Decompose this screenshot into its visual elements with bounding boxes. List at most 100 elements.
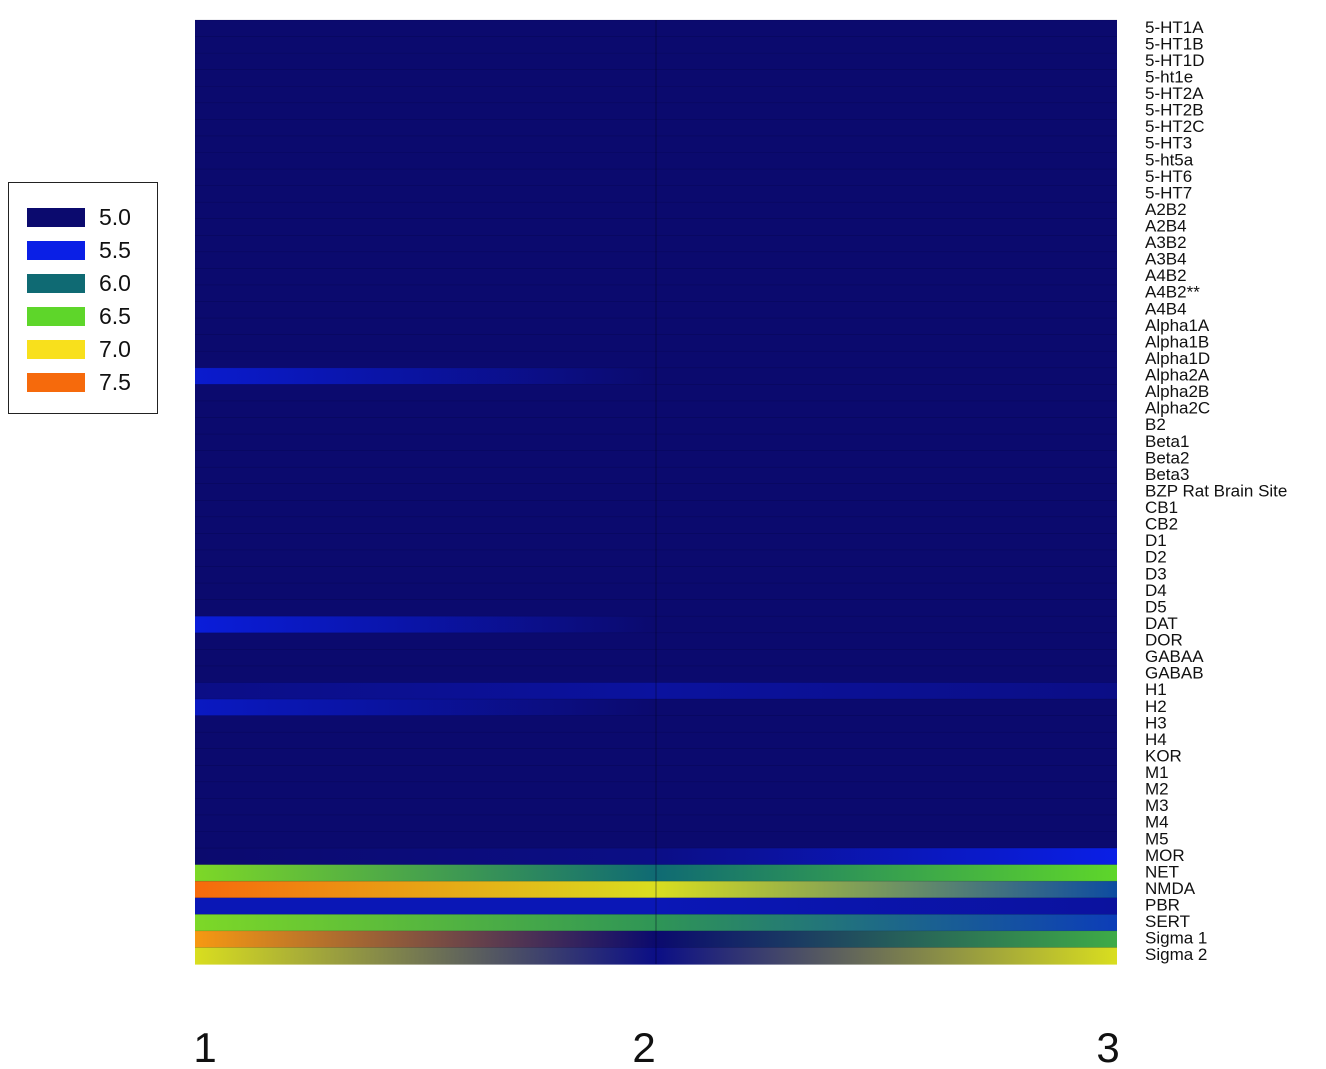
heatmap-row — [195, 434, 1117, 452]
heatmap-row — [195, 119, 1117, 137]
row-label: Alpha1A — [1145, 316, 1210, 335]
row-label: M1 — [1145, 763, 1169, 782]
heatmap-row — [195, 202, 1117, 220]
legend-swatch — [27, 339, 85, 359]
row-label: A4B2 — [1145, 266, 1187, 285]
heatmap-row — [195, 914, 1117, 932]
heatmap-row — [195, 699, 1117, 717]
legend-swatch — [27, 306, 85, 326]
row-label: Alpha1D — [1145, 349, 1210, 368]
row-label: H1 — [1145, 680, 1167, 699]
heatmap-row — [195, 102, 1117, 120]
heatmap-row — [195, 169, 1117, 187]
heatmap-row — [195, 500, 1117, 518]
heatmap-row — [195, 467, 1117, 485]
heatmap-row — [195, 417, 1117, 435]
row-label: H4 — [1145, 730, 1167, 749]
legend-item: 6.5 — [27, 302, 131, 330]
heatmap-row — [195, 251, 1117, 270]
row-label: A2B2 — [1145, 200, 1187, 219]
row-label: A3B2 — [1145, 233, 1187, 252]
row-label: A4B4 — [1145, 299, 1187, 318]
legend-label: 5.0 — [99, 203, 131, 230]
row-label: CB1 — [1145, 498, 1178, 517]
row-label: MOR — [1145, 846, 1185, 865]
row-label: 5-HT2A — [1145, 84, 1204, 103]
row-label: Beta1 — [1145, 432, 1189, 451]
legend-label: 7.0 — [99, 335, 131, 362]
heatmap-row — [195, 549, 1117, 568]
legend-label: 6.0 — [99, 269, 131, 296]
column-label: 1 — [193, 1024, 216, 1069]
legend-swatch — [27, 273, 85, 293]
row-label: M5 — [1145, 829, 1169, 848]
row-label: DAT — [1145, 614, 1178, 633]
color-legend: 5.0 5.5 6.0 6.5 7.0 7.5 — [8, 182, 158, 414]
row-label: NET — [1145, 862, 1179, 881]
legend-label: 5.5 — [99, 236, 131, 263]
row-label: 5-HT1B — [1145, 34, 1204, 53]
heatmap-row — [195, 53, 1117, 71]
row-label: D1 — [1145, 531, 1167, 550]
legend-item: 7.5 — [27, 368, 131, 396]
row-label: D5 — [1145, 597, 1167, 616]
heatmap-row — [195, 284, 1117, 303]
heatmap-row — [195, 533, 1117, 551]
row-label: D3 — [1145, 564, 1167, 583]
row-label: SERT — [1145, 912, 1190, 931]
row-label: NMDA — [1145, 879, 1196, 898]
legend-label: 7.5 — [99, 368, 131, 395]
legend-item: 7.0 — [27, 335, 131, 363]
heatmap-row — [195, 632, 1117, 650]
row-label: 5-HT1D — [1145, 51, 1205, 70]
row-label: 5-ht1e — [1145, 67, 1193, 86]
heatmap-row — [195, 748, 1117, 766]
legend-item: 5.0 — [27, 203, 131, 231]
row-label: 5-HT3 — [1145, 134, 1192, 153]
heatmap-row — [195, 367, 1117, 385]
heatmap-row — [195, 334, 1117, 352]
heatmap-row — [195, 516, 1117, 535]
row-label: 5-HT1A — [1145, 18, 1204, 37]
heatmap-row — [195, 268, 1117, 286]
row-label: M3 — [1145, 796, 1169, 815]
heatmap-row — [195, 400, 1117, 419]
row-label: BZP Rat Brain Site — [1145, 481, 1287, 500]
row-label: D2 — [1145, 548, 1167, 567]
heatmap-row — [195, 483, 1117, 501]
heatmap-row — [195, 831, 1117, 849]
row-label: CB2 — [1145, 515, 1178, 534]
heatmap-row — [195, 318, 1117, 336]
heatmap-row — [195, 301, 1117, 319]
row-label: B2 — [1145, 415, 1166, 434]
legend-label: 6.5 — [99, 302, 131, 329]
heatmap-row — [195, 384, 1117, 402]
heatmap-row — [195, 864, 1117, 882]
row-label: KOR — [1145, 746, 1182, 765]
heatmap-row — [195, 665, 1117, 684]
heatmap-row — [195, 947, 1117, 965]
heatmap-row — [195, 930, 1117, 949]
column-label: 3 — [1096, 1024, 1119, 1069]
heatmap-row — [195, 135, 1117, 154]
heatmap-row — [195, 897, 1117, 915]
heatmap-row — [195, 36, 1117, 54]
heatmap-row — [195, 566, 1117, 584]
legend-item: 6.0 — [27, 269, 131, 297]
row-label: Sigma 2 — [1145, 945, 1207, 964]
row-label: GABAB — [1145, 664, 1204, 683]
heatmap-row — [195, 781, 1117, 799]
row-label: 5-HT6 — [1145, 167, 1192, 186]
heatmap-row — [195, 450, 1117, 468]
legend-swatch — [27, 372, 85, 392]
heatmap-row — [195, 881, 1117, 899]
row-label: Alpha2B — [1145, 382, 1209, 401]
column-labels: 1 2 3 — [193, 1024, 1119, 1069]
row-label: 5-HT2B — [1145, 101, 1204, 120]
heatmap-row — [195, 649, 1117, 667]
row-label: A3B4 — [1145, 250, 1187, 269]
row-label: Alpha1B — [1145, 332, 1209, 351]
heatmap-row — [195, 218, 1117, 236]
heatmap-row — [195, 235, 1117, 253]
